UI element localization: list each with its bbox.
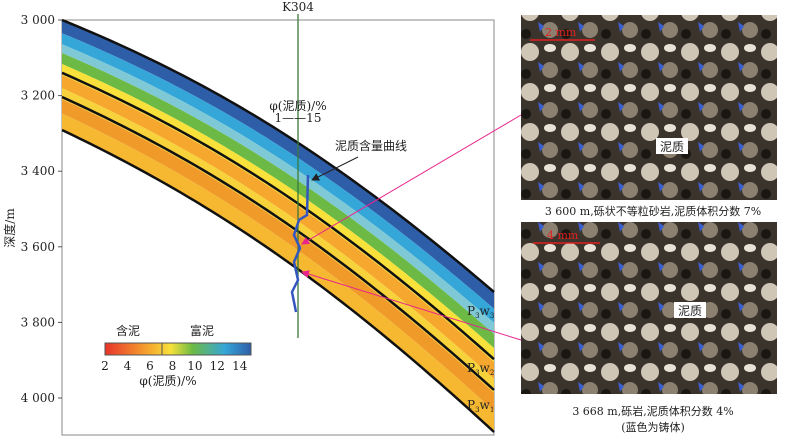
horizon-line — [61, 71, 495, 361]
formation-label-p3w1: P3w1 — [467, 398, 494, 414]
legend-left-label: 含泥 — [116, 323, 140, 338]
y-axis-label: 深度/m — [2, 208, 17, 248]
seismic-band — [62, 113, 494, 432]
y-tick-label: 3 400 — [21, 164, 55, 178]
y-tick-label: 3 800 — [21, 315, 55, 329]
scale-top: 2 mm — [545, 26, 577, 39]
micrograph-bottom — [521, 222, 777, 394]
legend-tick-label: 10 — [187, 359, 202, 373]
y-tick-label: 3 200 — [21, 89, 55, 103]
legend-tick-label: 14 — [232, 359, 248, 373]
curve-label: φ(泥质)/% — [269, 99, 326, 113]
pointer-3668 — [301, 270, 522, 341]
legend-tick-label: 12 — [210, 359, 225, 373]
horizon-line — [61, 18, 495, 293]
well-name: K304 — [282, 0, 314, 14]
y-tick-label: 3 000 — [21, 13, 55, 27]
formation-label-p3w3: P3w3 — [467, 304, 494, 320]
y-tick-label: 3 600 — [21, 240, 55, 254]
legend-right-label: 富泥 — [190, 323, 214, 338]
caption-note: (蓝色为铸体) — [621, 421, 685, 434]
legend-tick-label: 4 — [124, 359, 132, 373]
seismic-band — [62, 99, 494, 411]
plot-frame — [61, 19, 495, 436]
seismic-band — [62, 75, 494, 379]
label-box-bottom — [674, 302, 706, 318]
pointer-3600 — [301, 114, 522, 245]
seismic-band — [62, 20, 494, 309]
horizon-line — [61, 95, 495, 391]
legend-tick-label: 2 — [101, 359, 109, 373]
legend-tick-label: 6 — [146, 359, 154, 373]
formation-label-p3w2: P3w2 — [467, 361, 494, 377]
seismic-band — [62, 53, 494, 348]
legend-title: φ(泥质)/% — [139, 374, 196, 388]
shale-content-curve — [290, 174, 310, 313]
curve-annotation: 泥质含量曲线 — [335, 138, 407, 153]
scale-bottom: 4 mm — [547, 229, 579, 242]
micrograph-top — [521, 15, 777, 200]
shale-label-top: 泥质 — [660, 140, 684, 154]
y-tick-label: 4 000 — [21, 391, 55, 405]
legend-colorbar — [104, 342, 252, 356]
caption-top: 3 600 m,砾状不等粒砂岩,泥质体积分数 7% — [544, 205, 762, 218]
caption-bottom: 3 668 m,砾岩,泥质体积分数 4% — [572, 405, 734, 418]
horizon-line — [61, 128, 495, 433]
annotation-arrow — [311, 156, 359, 181]
curve-range: 1——15 — [275, 111, 322, 125]
legend-tick-label: 8 — [169, 359, 177, 373]
shale-label-bottom: 泥质 — [678, 304, 702, 318]
seismic-band — [62, 33, 494, 323]
label-box-top — [656, 138, 688, 154]
